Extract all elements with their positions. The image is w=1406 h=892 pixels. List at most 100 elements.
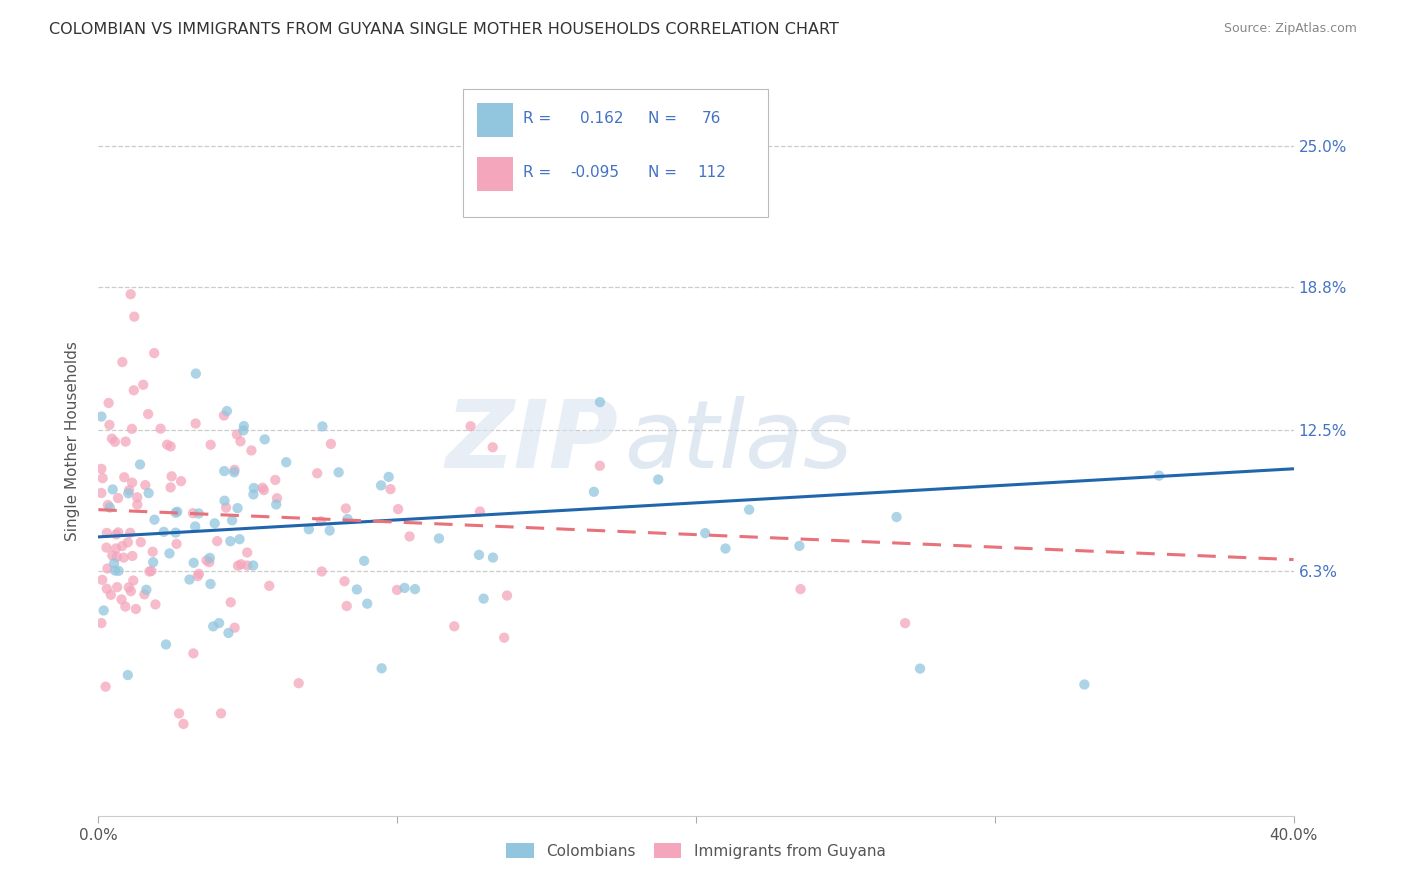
FancyBboxPatch shape [463, 89, 768, 217]
Point [93, 603, 115, 617]
Point [90, 486, 112, 500]
Point [159, 480, 181, 494]
Point [104, 564, 127, 578]
Point [200, 438, 222, 452]
Point [336, 599, 359, 613]
Point [212, 409, 235, 423]
Point [165, 506, 187, 520]
Point [738, 502, 761, 516]
Point [104, 434, 127, 449]
Point [346, 582, 368, 597]
Point [202, 619, 225, 633]
Point [200, 577, 222, 591]
Point [117, 668, 139, 682]
Point [145, 598, 167, 612]
Point [183, 556, 205, 570]
Point [97, 498, 120, 512]
Point [184, 519, 207, 533]
Point [132, 377, 155, 392]
Point [264, 473, 287, 487]
Point [252, 481, 274, 495]
Point [90, 409, 112, 424]
Point [104, 541, 127, 556]
Point [173, 717, 195, 731]
Point [287, 676, 309, 690]
Text: 0.162: 0.162 [581, 112, 623, 126]
Point [264, 498, 287, 512]
Point [253, 433, 276, 447]
Point [156, 437, 179, 451]
Point [226, 558, 249, 573]
Point [385, 582, 408, 597]
Point [309, 514, 332, 528]
Point [101, 549, 124, 563]
Point [122, 574, 145, 588]
Point [353, 554, 375, 568]
Point [195, 553, 218, 567]
Point [118, 580, 141, 594]
Point [1147, 468, 1170, 483]
Text: R =: R = [523, 165, 551, 180]
Point [149, 422, 172, 436]
Point [134, 478, 156, 492]
Point [138, 565, 160, 579]
Point [198, 555, 221, 569]
Point [184, 417, 207, 431]
Point [184, 367, 207, 381]
Point [496, 589, 519, 603]
Point [240, 443, 263, 458]
Point [204, 516, 226, 531]
Point [100, 588, 122, 602]
Point [481, 440, 503, 454]
Point [494, 631, 516, 645]
Point [224, 466, 246, 480]
Point [229, 434, 252, 449]
Text: N =: N = [648, 112, 678, 126]
Point [159, 440, 181, 454]
Point [208, 616, 231, 631]
Point [96, 525, 118, 540]
FancyBboxPatch shape [477, 103, 513, 136]
Point [789, 539, 811, 553]
Point [103, 557, 125, 571]
Legend: Colombians, Immigrants from Guyana: Colombians, Immigrants from Guyana [501, 837, 891, 864]
Point [101, 483, 124, 497]
Point [1073, 677, 1095, 691]
Point [105, 527, 128, 541]
Point [181, 506, 204, 520]
Point [142, 545, 165, 559]
Point [112, 470, 135, 484]
Point [120, 525, 142, 540]
Point [165, 525, 187, 540]
Point [101, 432, 124, 446]
Point [482, 550, 505, 565]
Point [221, 513, 243, 527]
Point [236, 545, 259, 559]
Point [152, 524, 174, 539]
Point [215, 500, 238, 515]
Point [243, 481, 266, 495]
Point [187, 569, 209, 583]
Point [236, 558, 259, 573]
Point [120, 287, 142, 301]
Point [380, 482, 402, 496]
Text: 112: 112 [697, 165, 725, 180]
Text: Source: ZipAtlas.com: Source: ZipAtlas.com [1223, 22, 1357, 36]
Point [91, 471, 114, 485]
Point [219, 595, 242, 609]
Point [550, 201, 572, 215]
Point [319, 437, 342, 451]
Point [259, 579, 281, 593]
Point [328, 466, 350, 480]
Point [219, 534, 242, 549]
Point [96, 582, 118, 596]
Text: -0.095: -0.095 [571, 165, 620, 180]
Point [460, 419, 482, 434]
Point [96, 561, 118, 575]
Point [307, 467, 329, 481]
Point [472, 591, 495, 606]
Y-axis label: Single Mother Households: Single Mother Households [65, 342, 80, 541]
Point [188, 566, 211, 581]
Point [121, 422, 143, 436]
Point [789, 582, 811, 596]
